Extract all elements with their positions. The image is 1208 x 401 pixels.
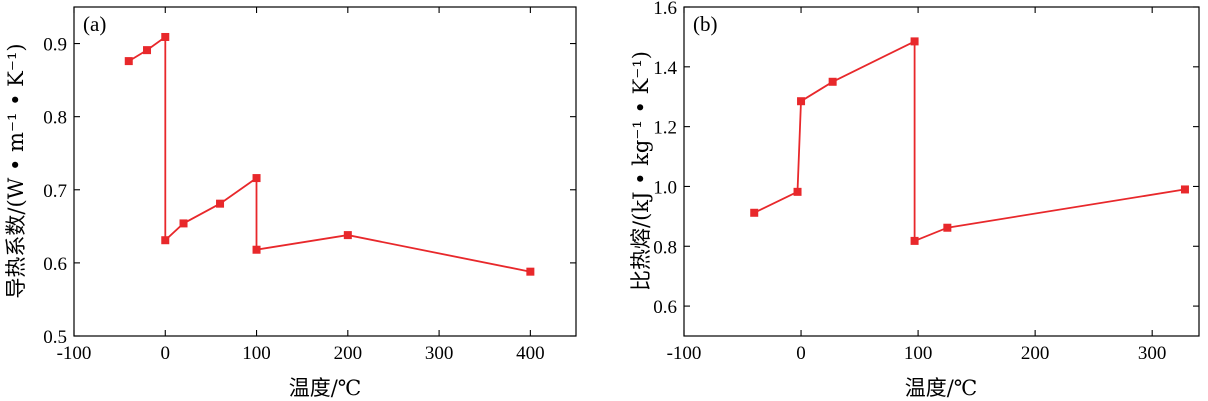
panel-b-y-axis-title: 比热熔/(kJ • kg⁻¹ • K⁻¹)	[629, 51, 653, 291]
panel-a-y-tick-label: 0.9	[43, 35, 67, 56]
panel-b-x-tick-label: 300	[1138, 343, 1167, 364]
panel-b-y-tick-label: 1.2	[653, 118, 677, 139]
panel-b-axes-frame	[683, 6, 1200, 337]
panel-a-data-point	[161, 32, 170, 41]
panel-a-y-tick-label: 0.6	[43, 254, 67, 275]
panel-b-x-tick-label: 0	[796, 343, 806, 364]
panel-b-y-tick-label: 1.6	[653, 0, 677, 19]
panel-a-y-tick-label: 0.8	[43, 108, 67, 129]
panel-a-x-tick-label: 400	[516, 343, 545, 364]
panel-b-y-tick-label: 0.6	[653, 297, 677, 318]
panel-b-data-point	[1180, 185, 1189, 194]
panel-a-y-tick-label: 0.5	[43, 327, 67, 348]
panel-a-x-tick-label: -100	[57, 343, 92, 364]
panel-a-y-tick-label: 0.7	[43, 181, 67, 202]
panel-b-y-tick-label: 1.0	[653, 177, 677, 198]
panel-a-x-tick-label: 300	[425, 343, 454, 364]
panel-b-x-tick-label: -100	[667, 343, 702, 364]
panel-b-x-tick-label: 100	[904, 343, 933, 364]
panel-b-data-point	[943, 223, 952, 232]
panel-b-y-tick-label: 0.8	[653, 237, 677, 258]
panel-b-y-tick-label: 1.4	[653, 58, 677, 79]
panel-a-x-tick-label: 100	[242, 343, 271, 364]
panel-a-data-point	[526, 267, 535, 276]
panel-a-x-axis-title: 温度/℃	[289, 376, 362, 400]
panel-b: -100 0 100 200 300 0.6 0.8 1.0 1.2 1.4 1.6 (b) 温度/℃ 比…	[629, 0, 1200, 400]
panel-a-label: (a)	[83, 12, 106, 36]
panel-b-data-point	[910, 236, 919, 245]
panel-b-data-point	[793, 187, 802, 196]
panel-b-data-point	[750, 208, 759, 217]
panel-b-label: (b)	[693, 12, 718, 36]
panel-a-data-point	[252, 245, 261, 254]
panel-a: -100 0 100 200 300 400 0.5 0.6 0.7 0.8 0.9 (a) 温度/℃ 导…	[4, 6, 577, 400]
panel-a-axes-frame	[73, 6, 577, 337]
panel-b-data-point	[828, 77, 837, 86]
panel-a-data-point	[252, 174, 261, 183]
panel-a-data-point	[143, 46, 152, 55]
panel-b-x-tick-label: 200	[1021, 343, 1050, 364]
panel-b-data-point	[797, 97, 806, 106]
panel-a-data-point	[216, 199, 225, 208]
panel-a-data-point	[124, 57, 133, 66]
panel-a-y-axis-title: 导热系数/(W • m⁻¹ • K⁻¹)	[4, 43, 28, 298]
panel-b-data-point	[910, 37, 919, 46]
panel-a-data-point	[179, 219, 188, 228]
panel-a-x-tick-label: 0	[161, 343, 171, 364]
panel-b-x-axis-title: 温度/℃	[905, 376, 978, 400]
panel-a-data-point	[343, 231, 352, 240]
panel-a-x-tick-label: 200	[334, 343, 363, 364]
panel-a-data-point	[161, 236, 170, 245]
panel-a-series-line	[128, 35, 531, 273]
panel-b-series-line	[753, 39, 1186, 243]
